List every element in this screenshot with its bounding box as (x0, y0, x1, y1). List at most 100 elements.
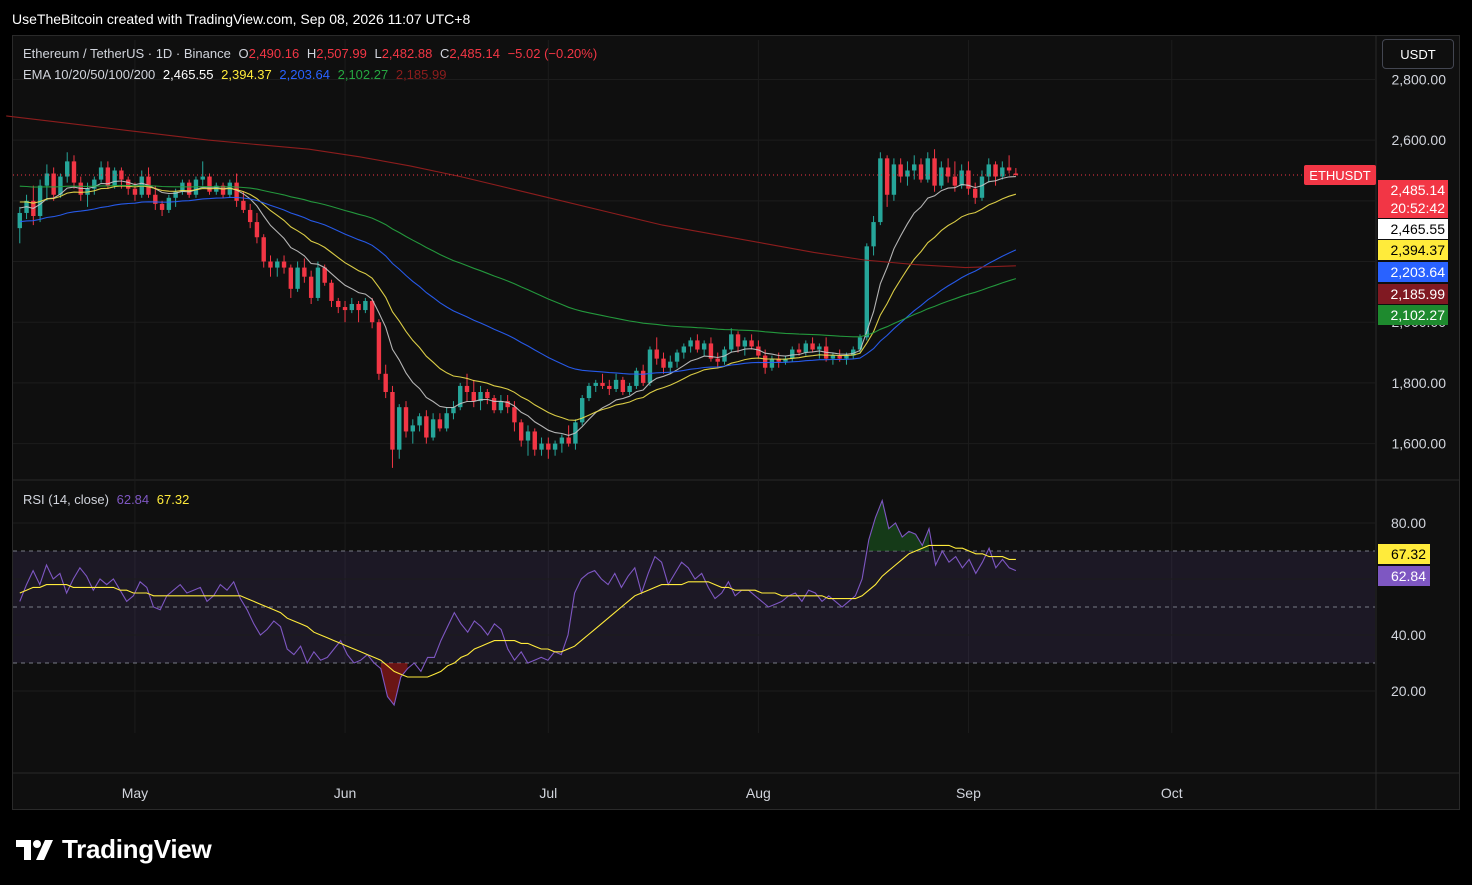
candle-body (993, 164, 998, 177)
candle-body (661, 358, 666, 368)
candle-body (945, 167, 951, 177)
candle-body (810, 343, 815, 350)
x-tick-label: Jun (334, 785, 357, 801)
candle-body (932, 158, 937, 186)
candle-body (654, 349, 659, 359)
rsi-line (19, 498, 1017, 707)
candle-body (37, 185, 43, 216)
candle-body (268, 261, 273, 268)
candle-body (844, 355, 849, 359)
candle-body (512, 407, 517, 423)
candle-body (905, 170, 910, 177)
candle-body (729, 334, 734, 350)
candle-body (220, 185, 226, 195)
candle-body (715, 358, 720, 362)
candle-body (607, 385, 612, 389)
candle-body (769, 358, 775, 368)
attribution-header: UseTheBitcoin created with TradingView.c… (12, 11, 471, 27)
price-axis-label-text: 2,485.14 (1391, 182, 1446, 198)
candle-body (796, 349, 802, 353)
symbol-badge (1304, 164, 1376, 185)
price-axis-label (1378, 180, 1448, 218)
candle-body (390, 392, 395, 450)
rsi-axis-label-text: 67.32 (1391, 546, 1426, 562)
symbol-legend: Ethereum / TetherUS · 1D · Binance O2,49… (23, 46, 601, 61)
y-tick-label: 1,800.00 (1392, 375, 1447, 391)
rsi-label[interactable]: RSI (14, close) (23, 492, 109, 507)
rsi-ma-line (19, 544, 1016, 678)
candle-body (701, 343, 707, 350)
open-label: O (238, 46, 249, 61)
candle-body (261, 237, 266, 262)
tradingview-logo-text: TradingView (62, 834, 212, 864)
candle-body (776, 358, 781, 362)
rsi-axis-label (1378, 544, 1430, 564)
candle-body (1000, 167, 1005, 177)
candle-body (851, 349, 856, 356)
ema-legend: EMA 10/20/50/100/200 2,465.55 2,394.37 2… (23, 67, 450, 82)
rsi-y-tick-label: 40.00 (1391, 627, 1426, 643)
candle-body (376, 322, 382, 374)
candle-body (979, 176, 985, 198)
low-value: 2,482.88 (381, 46, 433, 61)
candle-body (403, 407, 409, 432)
currency-button[interactable]: USDT (1382, 39, 1454, 69)
candle-body (200, 176, 205, 180)
candle-body (464, 385, 470, 392)
candle-body (505, 401, 510, 408)
price-axis-label (1378, 305, 1448, 325)
candle-body (891, 164, 897, 195)
candle-body (105, 167, 111, 186)
ema-line-ema-100 (19, 184, 1017, 338)
ema-50-value: 2,203.64 (279, 67, 330, 82)
price-axis-label-text: 2,203.64 (1391, 264, 1446, 280)
candle-body (532, 431, 537, 450)
candle-body (898, 164, 903, 177)
symbol-badge-label: ETHUSDT (1309, 168, 1370, 183)
candle-body (708, 343, 714, 359)
symbol-name[interactable]: Ethereum / TetherUS · 1D · Binance (23, 46, 231, 61)
candle-body (173, 191, 178, 198)
candle-body (790, 349, 795, 359)
candle-body (349, 304, 355, 311)
tradingview-logo[interactable]: TradingView (16, 834, 212, 865)
candle-body (471, 392, 476, 402)
candle-body (397, 407, 402, 450)
candle-body (478, 392, 483, 402)
candle-body (756, 346, 761, 356)
candle-body (579, 398, 585, 423)
candle-body (620, 379, 626, 392)
candle-body (336, 300, 341, 308)
candle-body (762, 355, 768, 368)
candle-body (410, 425, 415, 432)
candle-body (681, 346, 687, 353)
candle-body (830, 355, 836, 359)
chart-frame (12, 35, 1460, 810)
close-label: C (439, 46, 450, 61)
ema-label[interactable]: EMA 10/20/50/100/200 (23, 67, 156, 82)
candle-body (634, 370, 639, 386)
y-tick-label: 1,600.00 (1392, 436, 1447, 452)
y-tick-label: 2,800.00 (1392, 71, 1447, 87)
candle-body (153, 194, 158, 204)
candle-body (44, 173, 50, 186)
candle-body (207, 176, 212, 192)
candle-body (878, 158, 883, 223)
candle-body (613, 379, 619, 389)
candle-body (1006, 167, 1012, 171)
candle-body (234, 182, 239, 201)
price-axis-label-text: 2,185.99 (1391, 286, 1446, 302)
ema-line-ema-50 (19, 196, 1017, 375)
candle-body (58, 176, 63, 195)
candle-body (539, 443, 544, 450)
price-axis-label-text: 2,465.55 (1391, 221, 1446, 237)
candle-body (166, 197, 172, 210)
candle-body (71, 161, 77, 183)
candle-body (275, 261, 280, 268)
candle-body (783, 358, 788, 362)
candle-body (546, 443, 551, 450)
candle-body (952, 176, 958, 186)
candle-body (918, 164, 924, 180)
candle-body (600, 382, 605, 386)
